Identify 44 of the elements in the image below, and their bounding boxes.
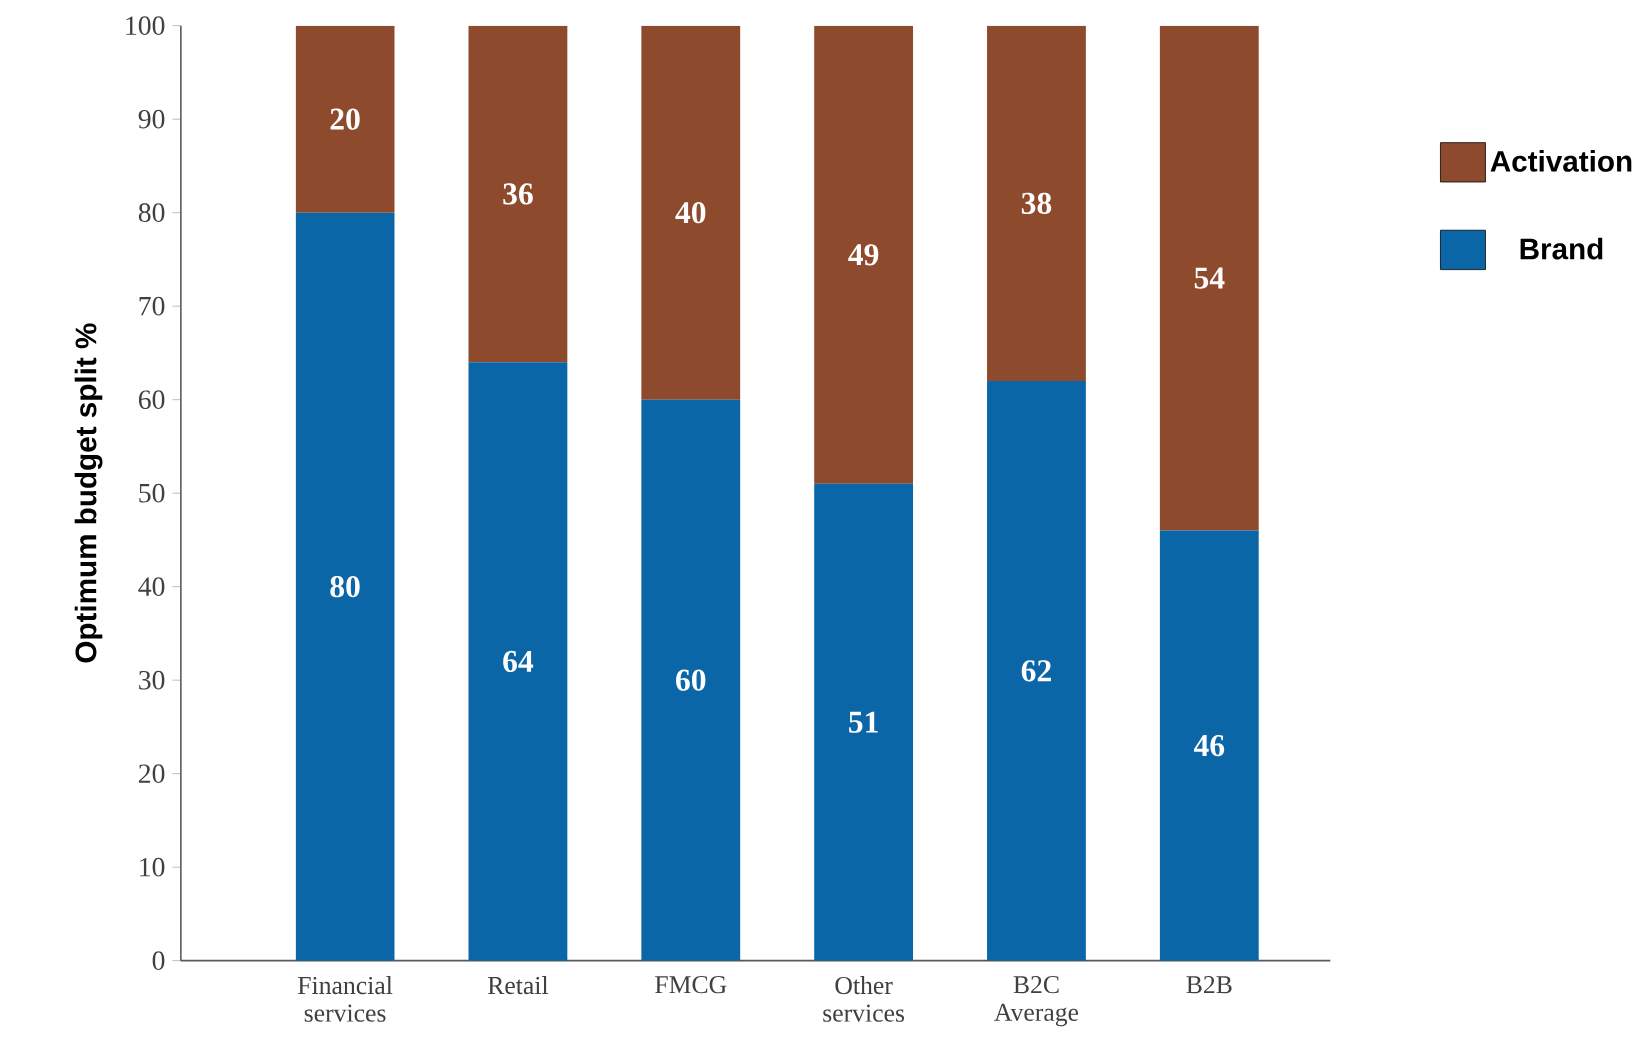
bar bbox=[295, 212, 395, 961]
x-tick-label: B2B bbox=[1186, 976, 1232, 994]
data-label: 51 bbox=[849, 711, 878, 733]
data-label: 46 bbox=[1193, 735, 1225, 757]
data-label: 62 bbox=[1021, 660, 1051, 682]
data-label: 64 bbox=[503, 651, 534, 673]
bar bbox=[468, 25, 568, 363]
y-tick-label: 60 bbox=[138, 390, 165, 410]
data-label: 60 bbox=[676, 669, 706, 691]
x-tick-label: FMCG bbox=[655, 976, 727, 994]
bar bbox=[295, 25, 395, 213]
y-tick-label: 100 bbox=[126, 16, 165, 36]
bar bbox=[468, 362, 568, 961]
data-label: 54 bbox=[1194, 267, 1225, 289]
y-tick-label: 50 bbox=[139, 483, 165, 503]
y-tick-label: 20 bbox=[138, 764, 165, 784]
y-tick-label: 30 bbox=[139, 670, 165, 690]
bar bbox=[814, 25, 914, 484]
x-tick-label: B2C Average bbox=[994, 976, 1079, 1027]
x-tick-label: Other services bbox=[823, 976, 905, 1022]
y-tick-label: 10 bbox=[140, 857, 165, 877]
data-label: 40 bbox=[675, 202, 706, 224]
y-tick-label: 80 bbox=[138, 203, 165, 223]
y-axis-title: Optimum budget split % bbox=[74, 323, 103, 663]
data-label: 49 bbox=[848, 244, 879, 266]
data-label: 80 bbox=[330, 576, 360, 598]
bar bbox=[1159, 530, 1259, 961]
legend-label: Brand bbox=[1520, 237, 1603, 260]
bar bbox=[641, 399, 741, 961]
data-label: 36 bbox=[503, 183, 533, 205]
data-label: 20 bbox=[330, 108, 360, 131]
x-tick-label: Retail bbox=[487, 976, 549, 995]
x-tick-label: Financial services bbox=[298, 976, 393, 1022]
bar bbox=[641, 25, 741, 400]
bar bbox=[987, 25, 1086, 382]
y-tick-label: 0 bbox=[152, 951, 165, 971]
y-tick-label: 40 bbox=[138, 577, 165, 597]
bar bbox=[987, 381, 1086, 961]
bar bbox=[814, 483, 914, 961]
y-tick-label: 90 bbox=[138, 109, 165, 129]
bar bbox=[1159, 25, 1259, 531]
data-label: 38 bbox=[1021, 192, 1052, 215]
y-tick-label: 70 bbox=[139, 296, 165, 316]
legend-label: Activation bbox=[1490, 150, 1632, 173]
